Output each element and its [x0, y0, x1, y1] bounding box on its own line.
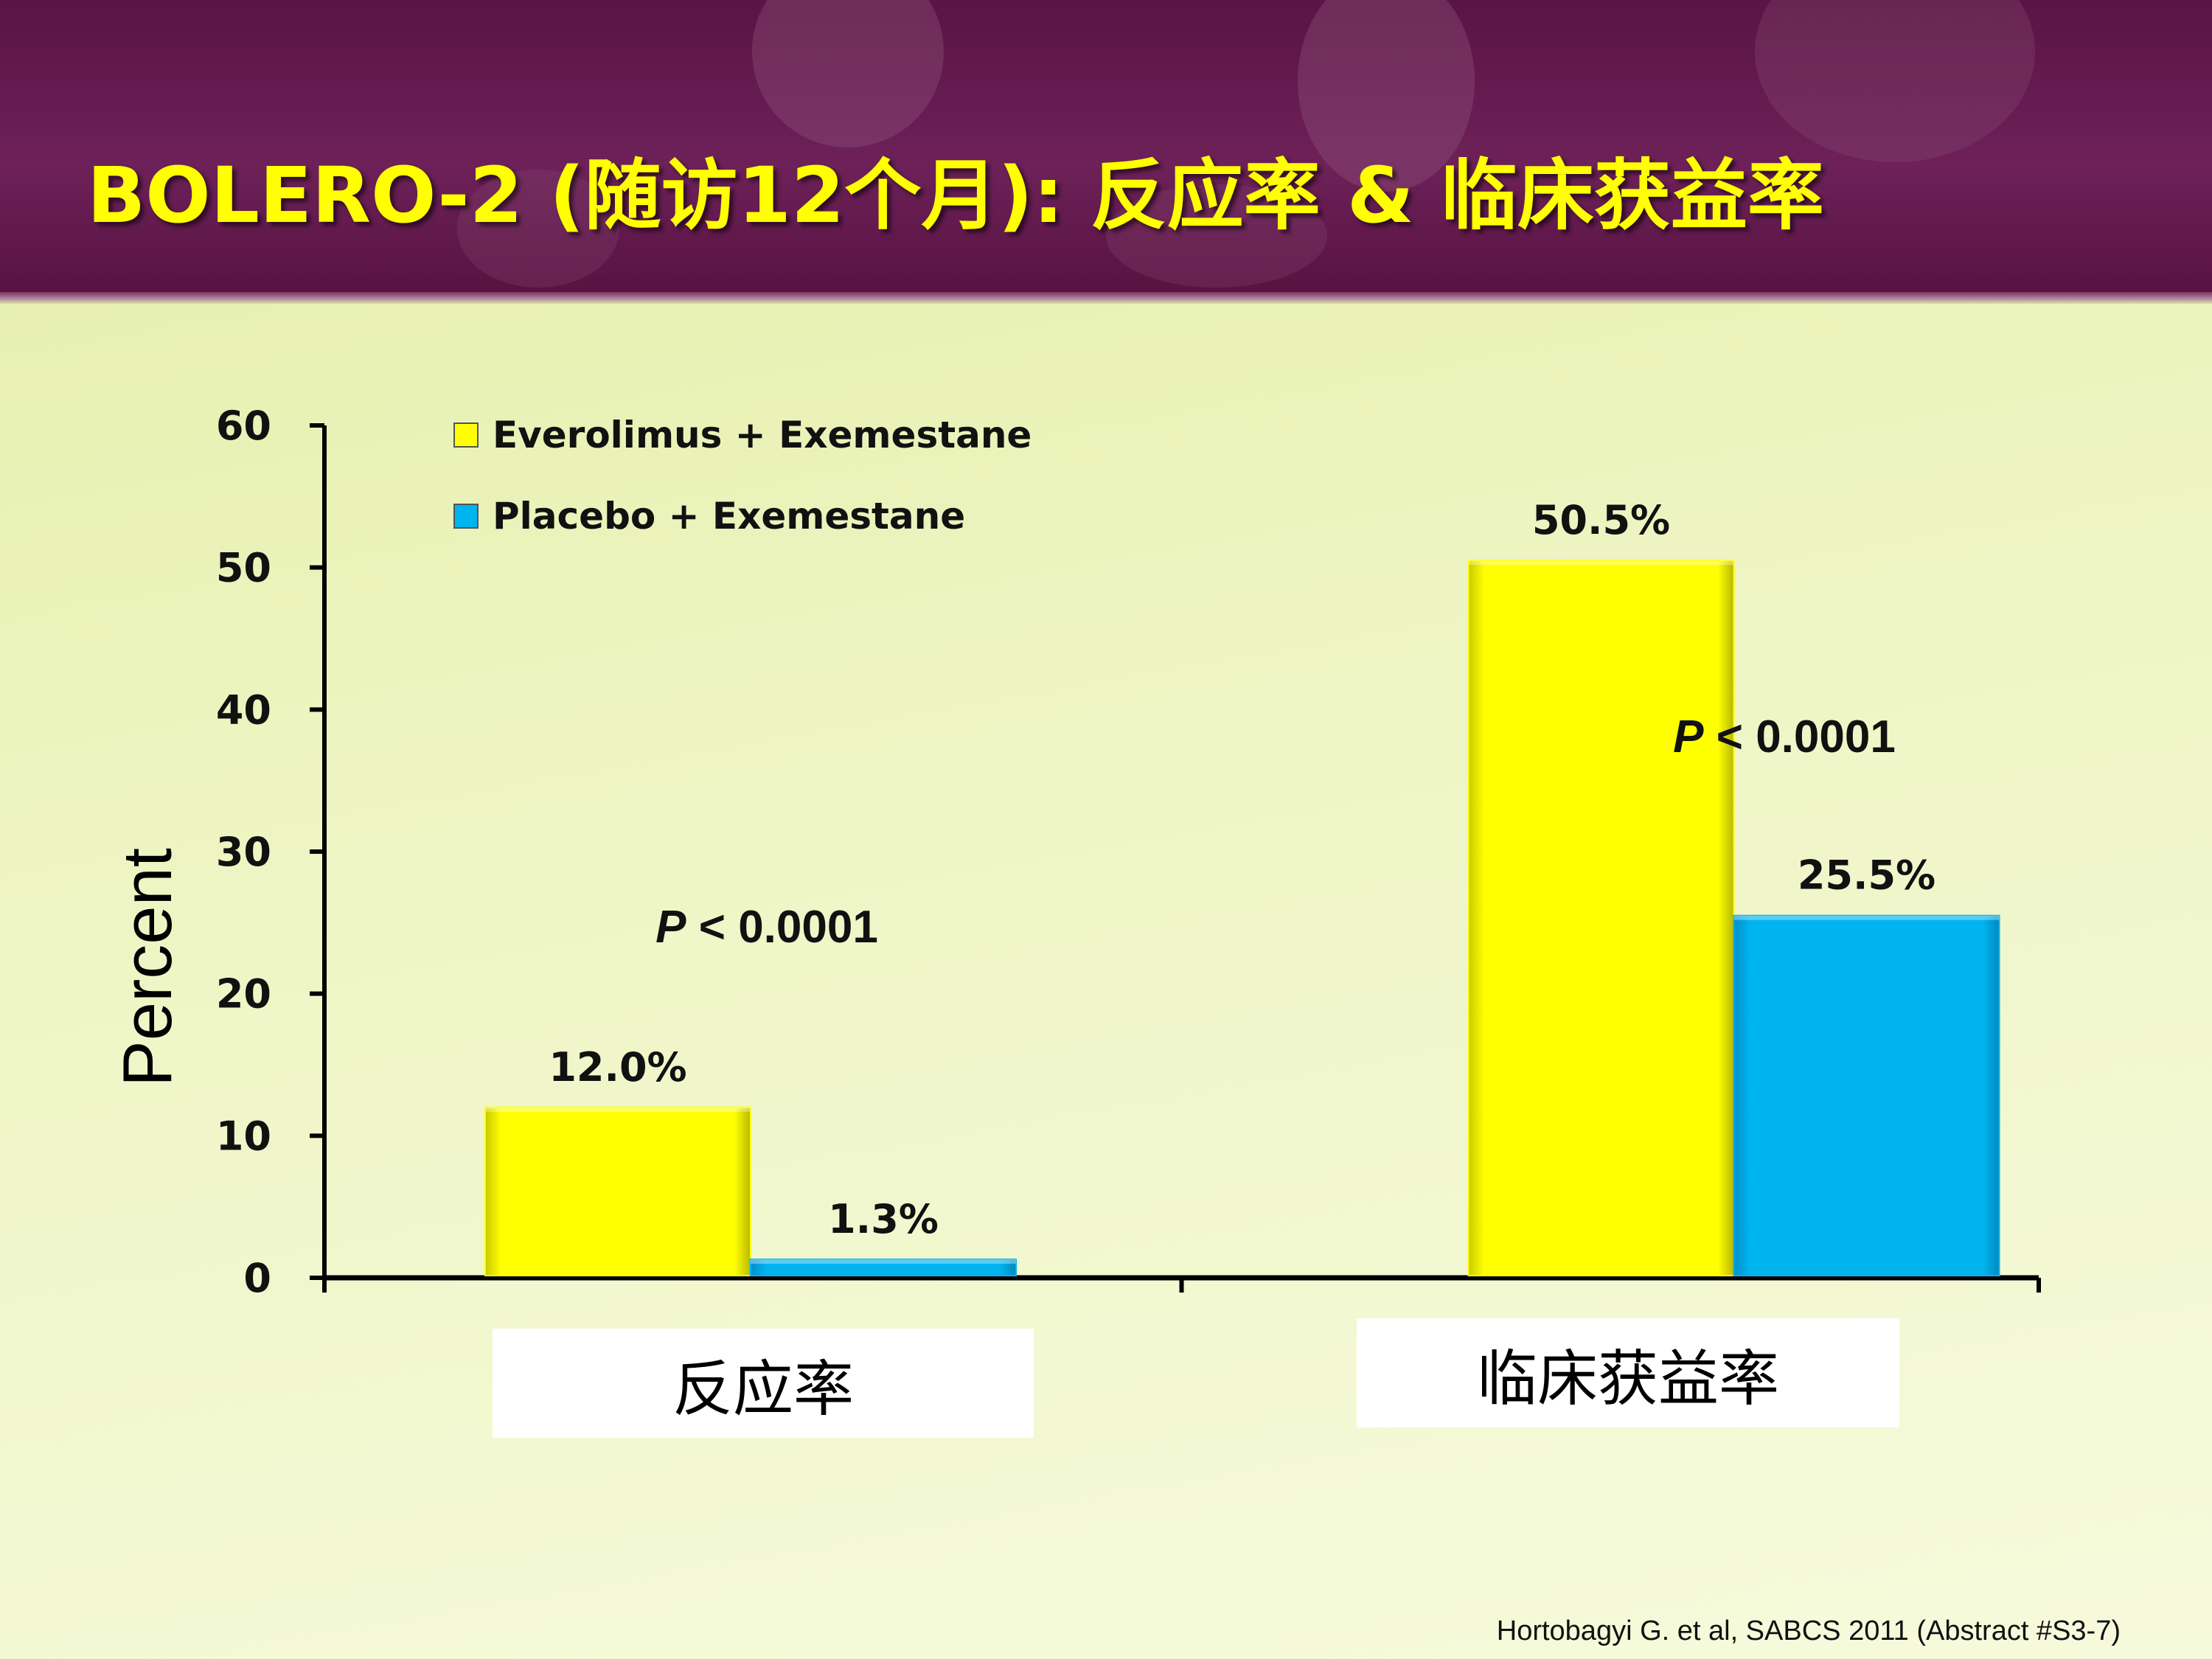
- bar-bevel: [485, 1107, 751, 1112]
- legend-swatch: [453, 422, 479, 448]
- slide-title: BOLERO-2 (随访12个月): 反应率 & 临床获益率: [87, 150, 1824, 240]
- bar: [484, 1106, 751, 1277]
- legend-label: Everolimus + Exemestane: [493, 414, 1032, 456]
- bar-bevel: [1733, 915, 2000, 920]
- slide-header: [0, 0, 2212, 301]
- legend-swatch: [453, 504, 479, 529]
- y-tick-label: 60: [216, 403, 271, 449]
- chart-legend: Everolimus + Exemestane Placebo + Exemest…: [453, 414, 1032, 538]
- y-tick-label: 0: [243, 1255, 271, 1301]
- data-label: 25.5%: [1798, 852, 1935, 899]
- y-tick-label: 10: [216, 1113, 271, 1159]
- citation: Hortobagyi G. et al, SABCS 2011 (Abstrac…: [1496, 1615, 2121, 1646]
- data-label: 50.5%: [1532, 497, 1670, 543]
- y-tick-label: 20: [216, 971, 271, 1018]
- p-value-annotation: P < 0.0001: [1673, 712, 1896, 762]
- y-tick-label: 30: [216, 829, 271, 875]
- p-value-annotation: P < 0.0001: [655, 902, 878, 953]
- chart-labels: 12.0% 1.3% 50.5% 25.5% P < 0.0001 P < 0.0001: [549, 497, 1935, 1242]
- data-label: 1.3%: [828, 1196, 939, 1242]
- category-label-clinical-benefit-rate: 临床获益率: [1357, 1318, 1899, 1427]
- bar: [750, 1258, 1017, 1277]
- y-axis-label: Percent: [108, 848, 186, 1087]
- category-label-response-rate: 反应率: [493, 1329, 1034, 1438]
- header-divider: [0, 292, 2212, 304]
- chart-axes: 0 10 20 30 40 50 60 Percent: [108, 403, 2041, 1301]
- legend-label: Placebo + Exemestane: [493, 495, 965, 538]
- chart-bars: [484, 560, 2000, 1277]
- bar-bevel: [751, 1259, 1016, 1264]
- bar-bevel: [1468, 560, 1734, 566]
- bar: [1733, 914, 2000, 1276]
- y-tick-label: 50: [216, 545, 271, 591]
- bar: [1467, 560, 1735, 1276]
- y-tick-label: 40: [216, 686, 271, 733]
- data-label: 12.0%: [549, 1044, 686, 1091]
